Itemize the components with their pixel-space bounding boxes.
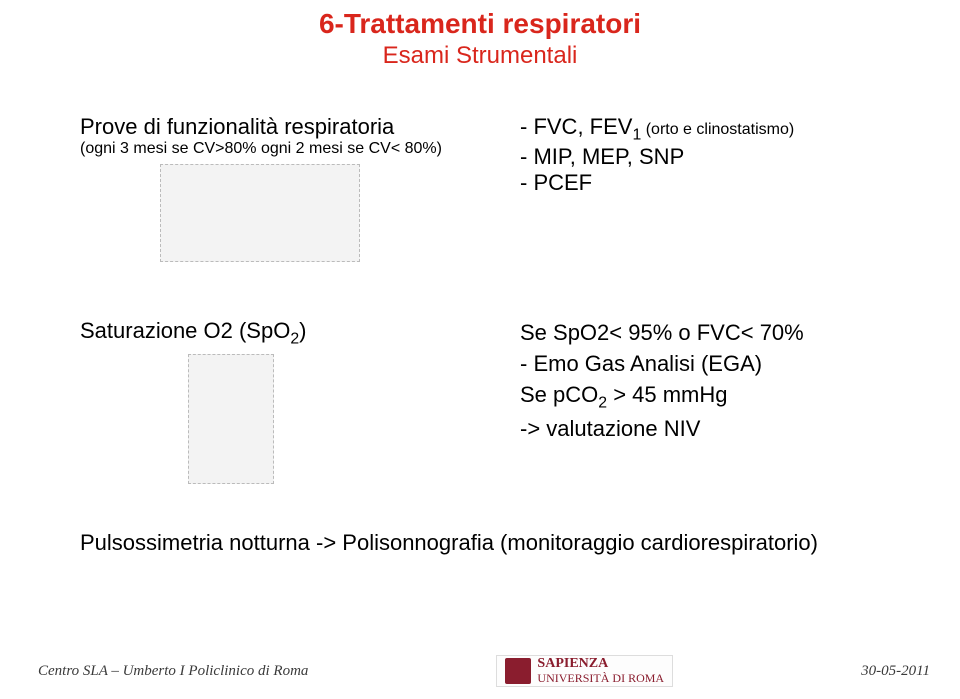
spirometer-image (160, 164, 360, 262)
section1-line1-sub: 1 (632, 126, 641, 143)
section1-line2: - MIP, MEP, SNP (520, 144, 794, 170)
section2-r1: Se SpO2< 95% o FVC< 70% (520, 318, 804, 349)
section3: Pulsossimetria notturna -> Polisonnograf… (80, 530, 900, 556)
title-sub: Esami Strumentali (0, 42, 960, 70)
section2-r2: - Emo Gas Analisi (EGA) (520, 349, 804, 380)
section1-left: Prove di funzionalità respiratoria (ogni… (80, 114, 520, 268)
section2-row: Saturazione O2 (SpO2) Se SpO2< 95% o FVC… (80, 318, 900, 484)
section1-note: (ogni 3 mesi se CV>80% ogni 2 mesi se CV… (80, 140, 520, 158)
section2-r4: -> valutazione NIV (520, 414, 804, 445)
footer: Centro SLA – Umberto I Policlinico di Ro… (0, 655, 960, 687)
section2-r3-sub: 2 (598, 394, 607, 411)
sapienza-logo: SAPIENZA UNIVERSITÀ DI ROMA (496, 655, 673, 687)
section2-heading: Saturazione O2 (SpO2) (80, 318, 520, 348)
section1-heading: Prove di funzionalità respiratoria (80, 114, 520, 140)
section1-line1: - FVC, FEV1 (orto e clinostatismo) (520, 114, 794, 144)
section2-left-prefix: Saturazione O2 (SpO (80, 318, 290, 343)
sapienza-text: SAPIENZA UNIVERSITÀ DI ROMA (537, 657, 664, 684)
section1-line3: - PCEF (520, 170, 794, 196)
section2-r3-prefix: Se pCO (520, 382, 598, 407)
sapienza-crest-icon (505, 658, 531, 684)
pulse-oximeter-image (188, 354, 274, 484)
sapienza-main: SAPIENZA (537, 657, 664, 672)
sapienza-sub: UNIVERSITÀ DI ROMA (537, 672, 664, 685)
section2-right: Se SpO2< 95% o FVC< 70% - Emo Gas Analis… (520, 318, 804, 445)
section2-left: Saturazione O2 (SpO2) (80, 318, 520, 484)
section2-r3-suffix: > 45 mmHg (607, 382, 727, 407)
title-main: 6-Trattamenti respiratori (0, 8, 960, 40)
section2-left-sub: 2 (290, 330, 299, 347)
section1-row: Prove di funzionalità respiratoria (ogni… (80, 114, 900, 268)
section2-left-suffix: ) (299, 318, 306, 343)
section1-line1-suffix: (orto e clinostatismo) (641, 121, 794, 138)
title-block: 6-Trattamenti respiratori Esami Strument… (0, 0, 960, 70)
section1-right: - FVC, FEV1 (orto e clinostatismo) - MIP… (520, 114, 794, 196)
content: Prove di funzionalità respiratoria (ogni… (0, 70, 960, 556)
footer-right: 30-05-2011 (861, 663, 930, 680)
section2-r3: Se pCO2 > 45 mmHg (520, 380, 804, 415)
footer-left: Centro SLA – Umberto I Policlinico di Ro… (38, 663, 308, 680)
section1-line1-prefix: - FVC, FEV (520, 114, 632, 139)
